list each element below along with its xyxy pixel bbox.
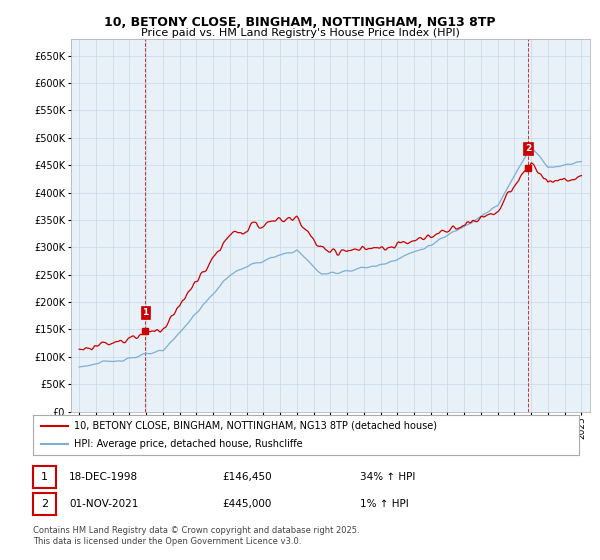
Text: £445,000: £445,000 bbox=[222, 499, 271, 509]
Text: 1: 1 bbox=[142, 308, 149, 317]
Text: Price paid vs. HM Land Registry's House Price Index (HPI): Price paid vs. HM Land Registry's House … bbox=[140, 28, 460, 38]
Text: 2: 2 bbox=[41, 499, 48, 509]
Text: 18-DEC-1998: 18-DEC-1998 bbox=[69, 472, 138, 482]
Text: Contains HM Land Registry data © Crown copyright and database right 2025.
This d: Contains HM Land Registry data © Crown c… bbox=[33, 526, 359, 546]
Text: 1% ↑ HPI: 1% ↑ HPI bbox=[360, 499, 409, 509]
Text: 1: 1 bbox=[41, 472, 48, 482]
Text: 2: 2 bbox=[525, 144, 532, 153]
Text: 34% ↑ HPI: 34% ↑ HPI bbox=[360, 472, 415, 482]
Text: £146,450: £146,450 bbox=[222, 472, 272, 482]
Text: 01-NOV-2021: 01-NOV-2021 bbox=[69, 499, 139, 509]
Text: 10, BETONY CLOSE, BINGHAM, NOTTINGHAM, NG13 8TP: 10, BETONY CLOSE, BINGHAM, NOTTINGHAM, N… bbox=[104, 16, 496, 29]
Text: HPI: Average price, detached house, Rushcliffe: HPI: Average price, detached house, Rush… bbox=[74, 440, 302, 449]
Text: 10, BETONY CLOSE, BINGHAM, NOTTINGHAM, NG13 8TP (detached house): 10, BETONY CLOSE, BINGHAM, NOTTINGHAM, N… bbox=[74, 421, 437, 431]
